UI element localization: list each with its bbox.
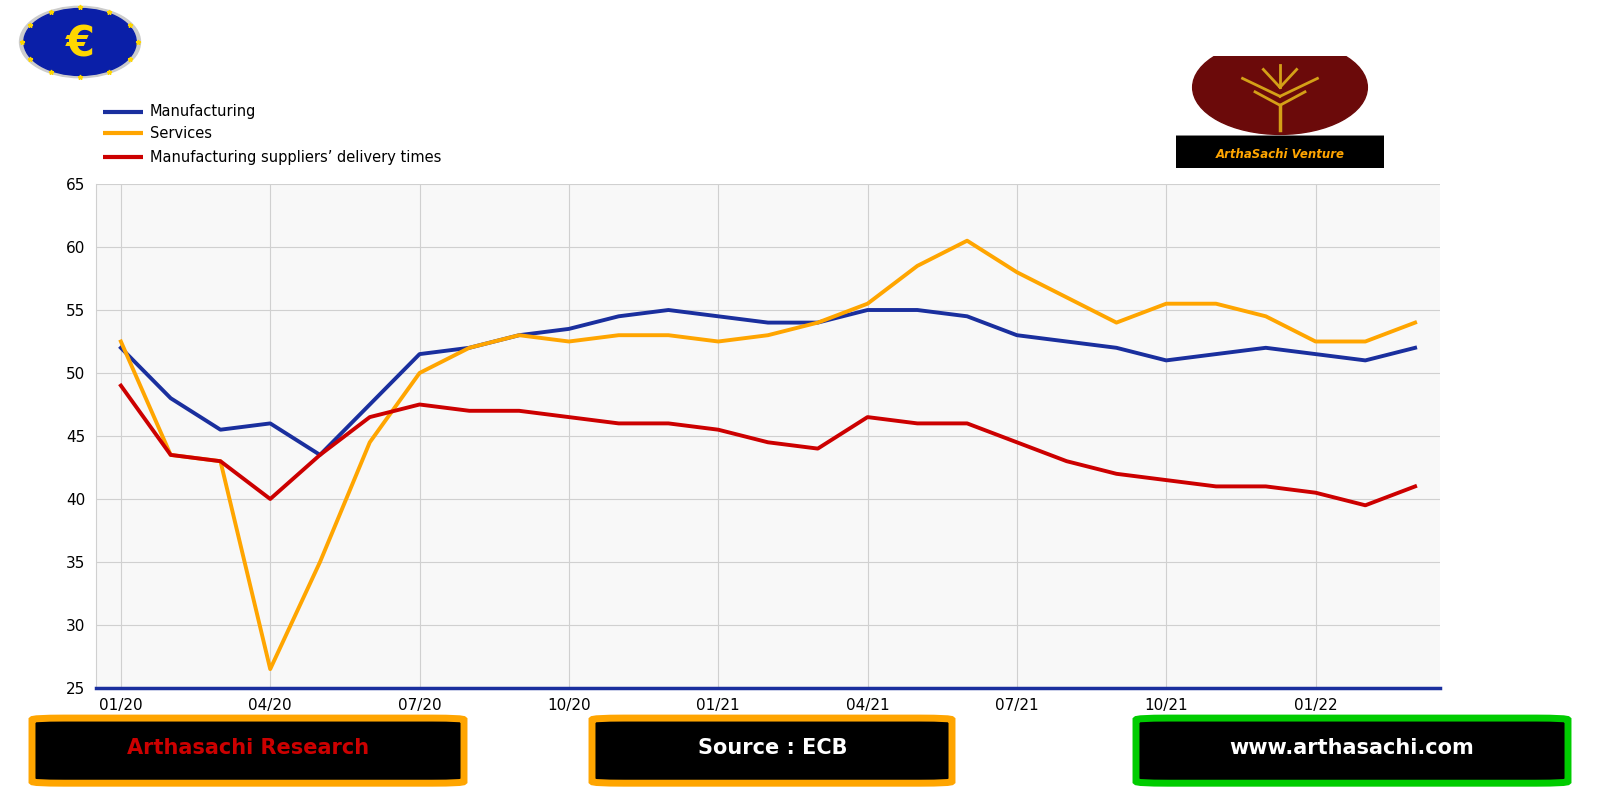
Text: Source : ECB: Source : ECB <box>698 738 848 758</box>
Text: www.arthasachi.com: www.arthasachi.com <box>1230 738 1474 758</box>
FancyBboxPatch shape <box>1136 718 1568 783</box>
FancyBboxPatch shape <box>592 718 952 783</box>
Text: Manufacturing: Manufacturing <box>150 104 256 119</box>
Text: Arthasachi Research: Arthasachi Research <box>126 738 370 758</box>
Ellipse shape <box>24 9 136 75</box>
Text: ArthaSachi Venture: ArthaSachi Venture <box>1216 147 1344 161</box>
Text: Services: Services <box>150 126 211 141</box>
FancyBboxPatch shape <box>32 718 464 783</box>
Circle shape <box>1192 40 1368 134</box>
Text: Manufacturing suppliers’ delivery times: Manufacturing suppliers’ delivery times <box>150 150 442 165</box>
Text: €: € <box>66 23 94 66</box>
Ellipse shape <box>19 6 141 78</box>
FancyBboxPatch shape <box>1168 135 1392 173</box>
Text: European Central Bank – Global output PMI by Sector: European Central Bank – Global output PM… <box>426 28 1302 56</box>
